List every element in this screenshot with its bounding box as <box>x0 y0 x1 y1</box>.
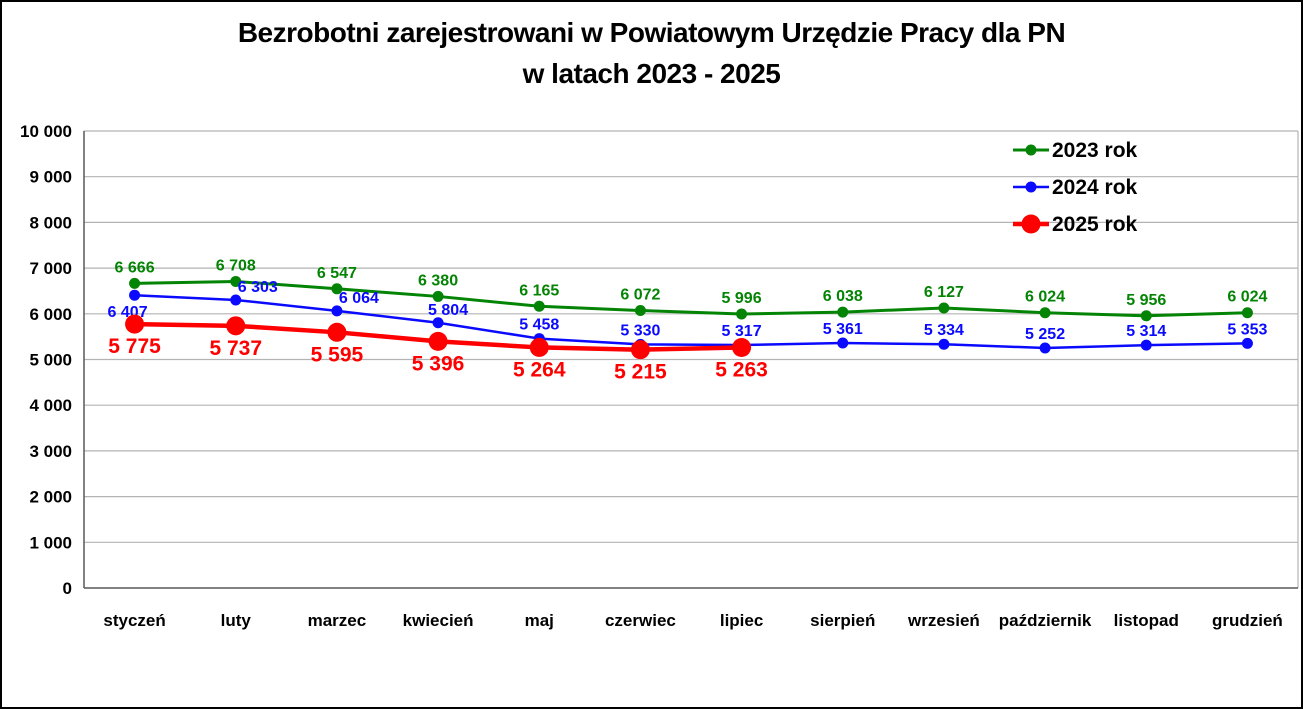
data-point-marker <box>230 275 242 287</box>
data-point-marker <box>331 283 343 295</box>
legend-marker <box>1025 144 1037 156</box>
data-label: 5 334 <box>924 322 964 339</box>
data-label: 5 314 <box>1126 323 1166 340</box>
data-label: 5 330 <box>620 322 660 339</box>
data-label: 5 595 <box>311 343 364 366</box>
data-point-marker <box>129 289 141 301</box>
y-axis-tick-label: 7 000 <box>29 259 72 278</box>
data-label: 6 072 <box>620 287 660 304</box>
data-point-marker <box>837 306 849 318</box>
data-label: 5 353 <box>1227 321 1267 338</box>
data-point-marker <box>327 322 347 342</box>
data-label: 6 064 <box>339 290 379 307</box>
data-label: 5 215 <box>614 361 667 384</box>
data-point-marker <box>634 305 646 317</box>
legend-marker <box>1021 214 1041 234</box>
data-point-marker <box>125 314 145 334</box>
legend-item-label-2024-rok: 2024 rok <box>1052 176 1138 199</box>
data-point-marker <box>938 338 950 350</box>
data-label: 6 708 <box>216 257 256 274</box>
data-point-marker <box>331 305 343 317</box>
data-point-marker <box>432 317 444 329</box>
x-axis-category-label: lipiec <box>720 611 763 630</box>
data-label: 6 127 <box>924 284 964 301</box>
data-label: 6 024 <box>1227 289 1267 306</box>
data-label: 5 956 <box>1126 292 1166 309</box>
data-point-marker <box>529 337 549 357</box>
data-point-marker <box>1140 339 1152 351</box>
y-axis-tick-label: 9 000 <box>29 168 72 187</box>
x-axis-category-label: czerwiec <box>605 611 676 630</box>
data-point-marker <box>432 290 444 302</box>
data-label: 5 264 <box>513 358 566 381</box>
data-point-marker <box>533 300 545 312</box>
data-point-marker <box>1241 337 1253 349</box>
series-line-2024-rok <box>133 293 1249 350</box>
legend-marker <box>1025 181 1037 193</box>
data-label: 5 396 <box>412 352 465 375</box>
x-axis-category-label: marzec <box>308 611 367 630</box>
data-point-marker <box>1039 342 1051 354</box>
chart-title-line-2: w latach 2023 - 2025 <box>522 58 781 89</box>
data-point-marker <box>230 294 242 306</box>
data-label: 5 361 <box>823 321 863 338</box>
y-axis-tick-label: 10 000 <box>20 122 72 141</box>
y-axis-tick-label: 1 000 <box>29 533 72 552</box>
chart-title-line-1: Bezrobotni zarejestrowani w Powiatowym U… <box>237 17 1066 48</box>
legend-item-label-2025-rok: 2025 rok <box>1052 213 1138 236</box>
data-point-marker <box>837 337 849 349</box>
x-axis-category-label: wrzesień <box>907 611 980 630</box>
data-label: 6 303 <box>238 279 278 296</box>
x-axis-category-label: maj <box>525 611 554 630</box>
data-point-marker <box>630 340 650 360</box>
data-point-marker <box>129 277 141 289</box>
data-label: 5 804 <box>428 302 468 319</box>
data-label: 6 666 <box>115 259 155 276</box>
y-axis-tick-label: 8 000 <box>29 213 72 232</box>
chart-title: Bezrobotni zarejestrowani w Powiatowym U… <box>2 12 1301 94</box>
y-axis-tick-label: 5 000 <box>29 351 72 370</box>
legend-item-label-2023-rok: 2023 rok <box>1052 139 1138 162</box>
data-label: 6 380 <box>418 272 458 289</box>
x-axis-category-label: grudzień <box>1212 611 1283 630</box>
data-label: 6 038 <box>823 288 863 305</box>
data-point-marker <box>732 337 752 357</box>
data-label: 5 317 <box>722 323 762 340</box>
series-line-2023-rok <box>133 279 1249 318</box>
data-point-marker <box>1241 307 1253 319</box>
x-axis-category-label: sierpień <box>810 611 875 630</box>
data-label: 6 547 <box>317 265 357 282</box>
data-point-marker <box>1039 307 1051 319</box>
x-axis-category-label: październik <box>999 611 1092 630</box>
data-label: 5 737 <box>209 337 262 360</box>
data-point-marker <box>736 308 748 320</box>
x-axis-category-label: kwiecień <box>403 611 474 630</box>
y-axis-tick-label: 0 <box>63 579 72 598</box>
data-label: 5 775 <box>108 335 161 358</box>
data-point-marker <box>938 302 950 314</box>
y-axis-tick-label: 4 000 <box>29 396 72 415</box>
data-point-marker <box>1140 310 1152 322</box>
y-axis-tick-label: 2 000 <box>29 488 72 507</box>
x-axis-category-label: styczeń <box>103 611 165 630</box>
data-label: 5 263 <box>715 358 768 381</box>
data-label: 6 024 <box>1025 289 1065 306</box>
x-axis-category-label: luty <box>221 611 252 630</box>
x-axis-category-label: listopad <box>1114 611 1179 630</box>
data-label: 5 996 <box>722 290 762 307</box>
data-label: 5 252 <box>1025 326 1065 343</box>
y-axis-tick-label: 3 000 <box>29 442 72 461</box>
data-point-marker <box>226 316 246 336</box>
data-point-marker <box>428 331 448 351</box>
data-label: 6 165 <box>519 282 559 299</box>
data-label: 5 458 <box>519 317 559 334</box>
y-axis-tick-label: 6 000 <box>29 305 72 324</box>
